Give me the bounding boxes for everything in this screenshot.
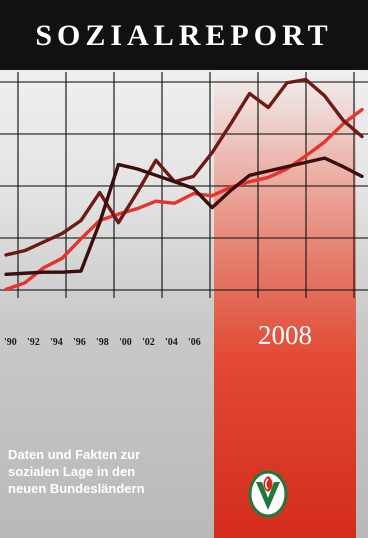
series-line <box>4 107 364 292</box>
x-tick-label: '92 <box>27 337 40 348</box>
cover-subtitle: Daten und Fakten zur sozialen Lage in de… <box>8 446 218 497</box>
trend-line-chart: '90 '92 '94 '96 '98 '00 '02 '04 '06 <box>0 72 368 348</box>
cover-title: SOZIALREPORT <box>35 19 333 52</box>
subtitle-line: Daten und Fakten zur <box>8 447 141 462</box>
report-year: 2008 <box>258 320 312 350</box>
subtitle-line: neuen Bundesländern <box>8 481 145 496</box>
title-bar: SOZIALREPORT <box>0 0 368 70</box>
x-tick-label: '94 <box>50 337 63 348</box>
x-tick-label: '04 <box>165 337 178 348</box>
x-tick-label: '90 <box>4 337 17 348</box>
x-tick-label: '06 <box>188 337 201 348</box>
subtitle-line: sozialen Lage in den <box>8 464 136 479</box>
red-accent-band <box>214 70 356 538</box>
x-tick-label: '02 <box>142 337 155 348</box>
series-line <box>4 156 364 277</box>
x-tick-label: '96 <box>73 337 86 348</box>
series-line <box>4 77 364 257</box>
x-tick-label: '00 <box>119 337 132 348</box>
volkssolidaritaet-logo-icon <box>248 470 288 518</box>
x-tick-label: '98 <box>96 337 109 348</box>
